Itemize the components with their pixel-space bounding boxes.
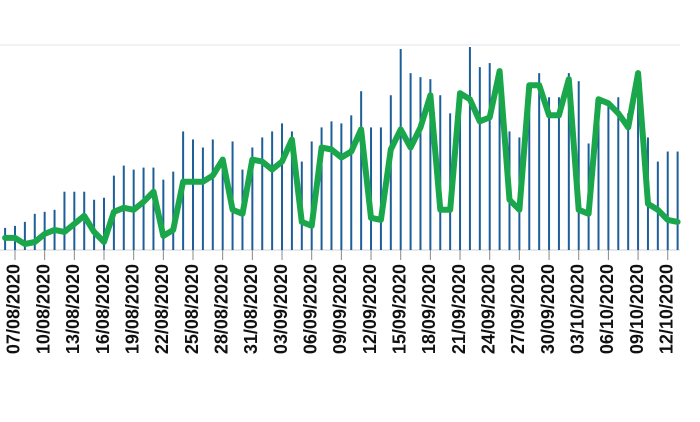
x-tick-label: 03/09/2020 <box>271 264 291 354</box>
bar <box>577 81 580 250</box>
x-tick-label: 28/08/2020 <box>211 264 231 354</box>
bar <box>360 91 363 250</box>
bar <box>656 161 659 250</box>
line <box>2 68 681 247</box>
bar <box>211 139 214 250</box>
bar <box>142 167 145 250</box>
bar <box>548 97 551 250</box>
bar <box>290 131 293 250</box>
bar <box>201 147 204 250</box>
x-tick-label: 10/08/2020 <box>33 264 53 354</box>
x-tick-label: 18/09/2020 <box>419 264 439 354</box>
bar <box>468 47 471 251</box>
bar <box>389 95 392 251</box>
x-tick-label: 06/10/2020 <box>597 264 617 354</box>
bar <box>33 213 36 250</box>
bar <box>162 179 165 250</box>
bar <box>597 117 600 251</box>
x-tick-label: 24/09/2020 <box>478 264 498 354</box>
bar <box>192 139 195 250</box>
bar <box>172 171 175 250</box>
x-tick-label: 12/10/2020 <box>656 264 676 354</box>
x-tick-label: 31/08/2020 <box>241 264 261 354</box>
bar <box>340 123 343 250</box>
bar <box>310 141 313 250</box>
bar <box>251 147 254 250</box>
bar <box>23 221 26 250</box>
bar <box>429 79 432 251</box>
x-tick-label: 16/08/2020 <box>93 264 113 354</box>
bar <box>627 113 630 250</box>
bar <box>488 63 491 251</box>
bar <box>607 103 610 250</box>
bar <box>320 127 323 250</box>
bar <box>676 151 679 250</box>
x-tick-label: 09/09/2020 <box>330 264 350 354</box>
bar <box>498 83 501 250</box>
bar <box>281 123 284 250</box>
bar <box>330 121 333 250</box>
x-tick-label: 13/08/2020 <box>63 264 83 354</box>
x-tick-label: 19/08/2020 <box>122 264 142 354</box>
bar <box>617 97 620 250</box>
x-tick-label: 03/10/2020 <box>567 264 587 354</box>
bar <box>459 93 462 250</box>
bar <box>409 73 412 250</box>
x-tick-label: 09/10/2020 <box>627 264 647 354</box>
bar <box>379 127 382 250</box>
bar <box>557 97 560 250</box>
x-tick-label: 30/09/2020 <box>538 264 558 354</box>
bar <box>271 131 274 250</box>
x-tick-label: 15/09/2020 <box>389 264 409 354</box>
bar <box>666 151 669 250</box>
bar <box>221 157 224 250</box>
x-tick-label: 21/09/2020 <box>449 264 469 354</box>
bar <box>567 73 570 250</box>
x-tick-label: 12/09/2020 <box>360 264 380 354</box>
bar <box>261 137 264 250</box>
bar <box>93 199 96 250</box>
bar <box>637 79 640 251</box>
bar <box>103 197 105 250</box>
bar <box>419 77 422 250</box>
x-tick-label: 22/08/2020 <box>152 264 172 354</box>
bar <box>350 115 353 250</box>
bar <box>63 191 66 250</box>
bar <box>152 167 155 250</box>
bar <box>439 95 442 251</box>
x-tick-label: 06/09/2020 <box>300 264 320 354</box>
bar <box>399 49 402 250</box>
bar <box>528 89 531 250</box>
x-tick-label: 27/09/2020 <box>508 264 528 354</box>
x-tick-label: 07/08/2020 <box>4 264 24 354</box>
bar <box>370 127 373 250</box>
bar <box>478 67 481 250</box>
bar <box>538 73 541 250</box>
x-tick-label: 25/08/2020 <box>182 264 202 354</box>
